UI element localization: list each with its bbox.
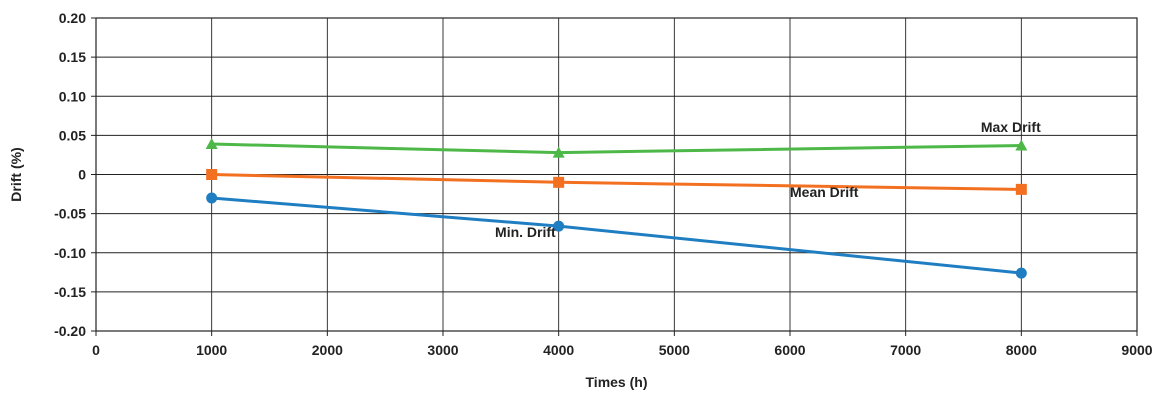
y-tick-label: 0.10 [59,88,86,104]
min-drift-label: Min. Drift [495,224,556,240]
max-drift-point [205,137,218,149]
x-tick-label: 1000 [196,342,227,358]
y-tick-label: 0.20 [59,10,86,26]
x-tick-label: 2000 [312,342,343,358]
min-drift-point [206,192,218,204]
x-tick-label: 7000 [890,342,921,358]
y-tick-label: -0.15 [54,284,86,300]
y-tick-label: -0.20 [54,323,86,339]
y-tick-label: 0.15 [59,49,86,65]
max-drift-point [1015,139,1028,151]
max-drift-point [552,146,565,158]
x-tick-label: 5000 [659,342,690,358]
x-tick-label: 0 [92,342,100,358]
x-tick-label: 3000 [427,342,458,358]
y-tick-label: 0.05 [59,127,86,143]
max-drift-label: Max Drift [981,119,1041,135]
x-tick-label: 9000 [1121,342,1152,358]
y-tick-label: 0 [78,167,86,183]
mean-drift-series [206,169,1027,195]
series-group [205,137,1028,279]
y-axis-ticks: 0.20 0.15 0.10 0.05 0 -0.05 -0.10 -0.15 -0.20 [54,10,96,339]
min-drift-series [206,192,1027,279]
x-axis-title: Times (h) [586,374,648,390]
grid [95,17,1138,332]
series-annotations: Max Drift Mean Drift Min. Drift [495,119,1041,240]
mean-drift-label: Mean Drift [790,184,859,200]
y-axis-title: Drift (%) [8,147,24,201]
x-axis-ticks: 0 1000 2000 3000 4000 5000 6000 7000 8000 9000 [92,331,1153,358]
mean-drift-point [206,169,218,180]
min-drift-line [211,196,1022,275]
mean-drift-line [211,173,1022,191]
x-tick-label: 6000 [774,342,805,358]
x-tick-label: 8000 [1006,342,1037,358]
max-drift-series [205,137,1028,158]
mean-drift-point [1015,183,1027,195]
min-drift-point [1015,267,1027,279]
mean-drift-point [553,176,565,188]
x-tick-label: 4000 [543,342,574,358]
max-drift-line [211,142,1022,155]
y-tick-label: -0.05 [54,206,86,222]
y-tick-label: -0.10 [54,245,86,261]
min-drift-point [553,220,565,232]
